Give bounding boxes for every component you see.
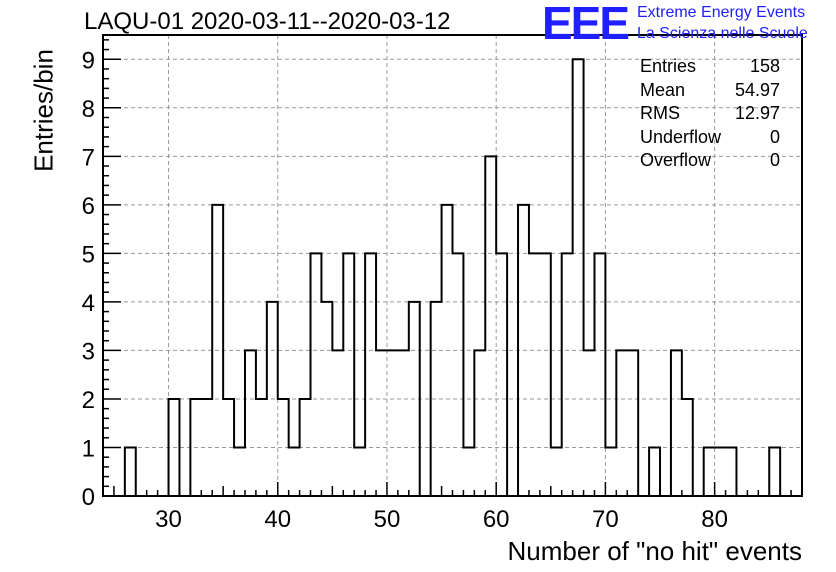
histogram-bin	[671, 350, 682, 496]
stats-row-rms: RMS 12.97	[640, 103, 780, 123]
stats-box: Entries 158 Mean 54.97 RMS 12.97 Underflow 0…	[640, 56, 780, 174]
y-tick-label: 1	[82, 435, 95, 462]
histogram-bin	[332, 350, 343, 496]
stats-row-mean: Mean 54.97	[640, 79, 780, 100]
x-tick-label: 70	[592, 506, 619, 533]
histogram-bin	[343, 253, 354, 496]
histogram-bin	[627, 350, 638, 496]
y-tick-label: 9	[82, 47, 95, 74]
histogram-bin	[354, 447, 365, 496]
y-axis-label: Entries/bin	[28, 49, 59, 172]
histogram-bin	[245, 350, 256, 496]
y-tick-label: 4	[82, 290, 95, 317]
histogram-bin	[311, 253, 322, 496]
y-tick-label: 0	[82, 484, 95, 511]
x-tick-label: 30	[155, 506, 182, 533]
histogram-bin	[529, 253, 540, 496]
eee-logo-text: Extreme Energy Events La Scienza nelle S…	[637, 2, 808, 44]
x-axis-label: Number of "no hit" events	[507, 536, 803, 566]
y-tick-label: 5	[82, 241, 95, 268]
histogram-bin	[463, 447, 474, 496]
y-tick-label: 8	[82, 96, 95, 123]
histogram-bin	[453, 253, 464, 496]
stats-row-entries: Entries 158	[640, 56, 780, 76]
stats-row-overflow: Overflow 0	[640, 150, 780, 170]
y-tick-label: 7	[82, 144, 95, 171]
histogram-bin	[551, 447, 562, 496]
histogram-bin	[562, 253, 573, 496]
eee-logo-line1: Extreme Energy Events	[637, 4, 806, 21]
histogram-bin	[616, 350, 627, 496]
histogram-bin	[715, 447, 726, 496]
x-tick-label: 60	[483, 506, 510, 533]
histogram-bin	[496, 253, 507, 496]
histogram-bin	[573, 59, 584, 496]
y-tick-label: 6	[82, 193, 95, 220]
histogram-bin	[584, 350, 595, 496]
eee-logo: EEE	[542, 0, 630, 49]
histogram-bin	[289, 447, 300, 496]
histogram-bin	[594, 253, 605, 496]
histogram-bin	[605, 447, 616, 496]
histogram-bin	[365, 253, 376, 496]
histogram-bin	[474, 350, 485, 496]
y-tick-label: 3	[82, 338, 95, 365]
histogram-bin	[387, 350, 398, 496]
axis-tick-labels: 30 40 50 60 70 80 0 1 2 3 4 5 6 7 8 9	[82, 47, 728, 533]
x-tick-label: 80	[701, 506, 728, 533]
histogram-bin	[485, 156, 496, 496]
histogram-bin	[726, 447, 737, 496]
histogram-bin	[234, 447, 245, 496]
x-tick-label: 50	[374, 506, 401, 533]
histogram-bin	[125, 447, 136, 496]
histogram-bin	[398, 350, 409, 496]
x-tick-label: 40	[264, 506, 291, 533]
histogram-bin	[704, 447, 715, 496]
histogram-bin	[769, 447, 780, 496]
histogram-bin	[376, 350, 387, 496]
histogram-bin	[649, 447, 660, 496]
eee-logo-line2: La Scienza nelle Scuole	[637, 25, 808, 42]
chart-title: LAQU-01 2020-03-11--2020-03-12	[84, 8, 451, 35]
histogram-bin	[540, 253, 551, 496]
y-tick-label: 2	[82, 387, 95, 414]
axis-ticks	[102, 39, 803, 497]
stats-row-underflow: Underflow 0	[640, 126, 780, 147]
